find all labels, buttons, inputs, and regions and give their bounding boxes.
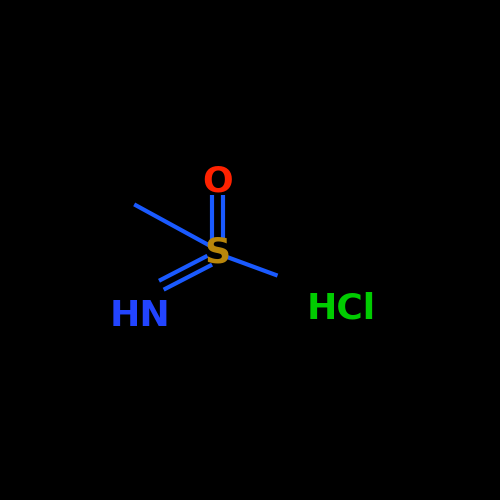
Text: HCl: HCl [307,292,376,326]
Text: O: O [202,164,233,198]
Text: S: S [204,236,231,270]
Text: HN: HN [110,299,170,333]
